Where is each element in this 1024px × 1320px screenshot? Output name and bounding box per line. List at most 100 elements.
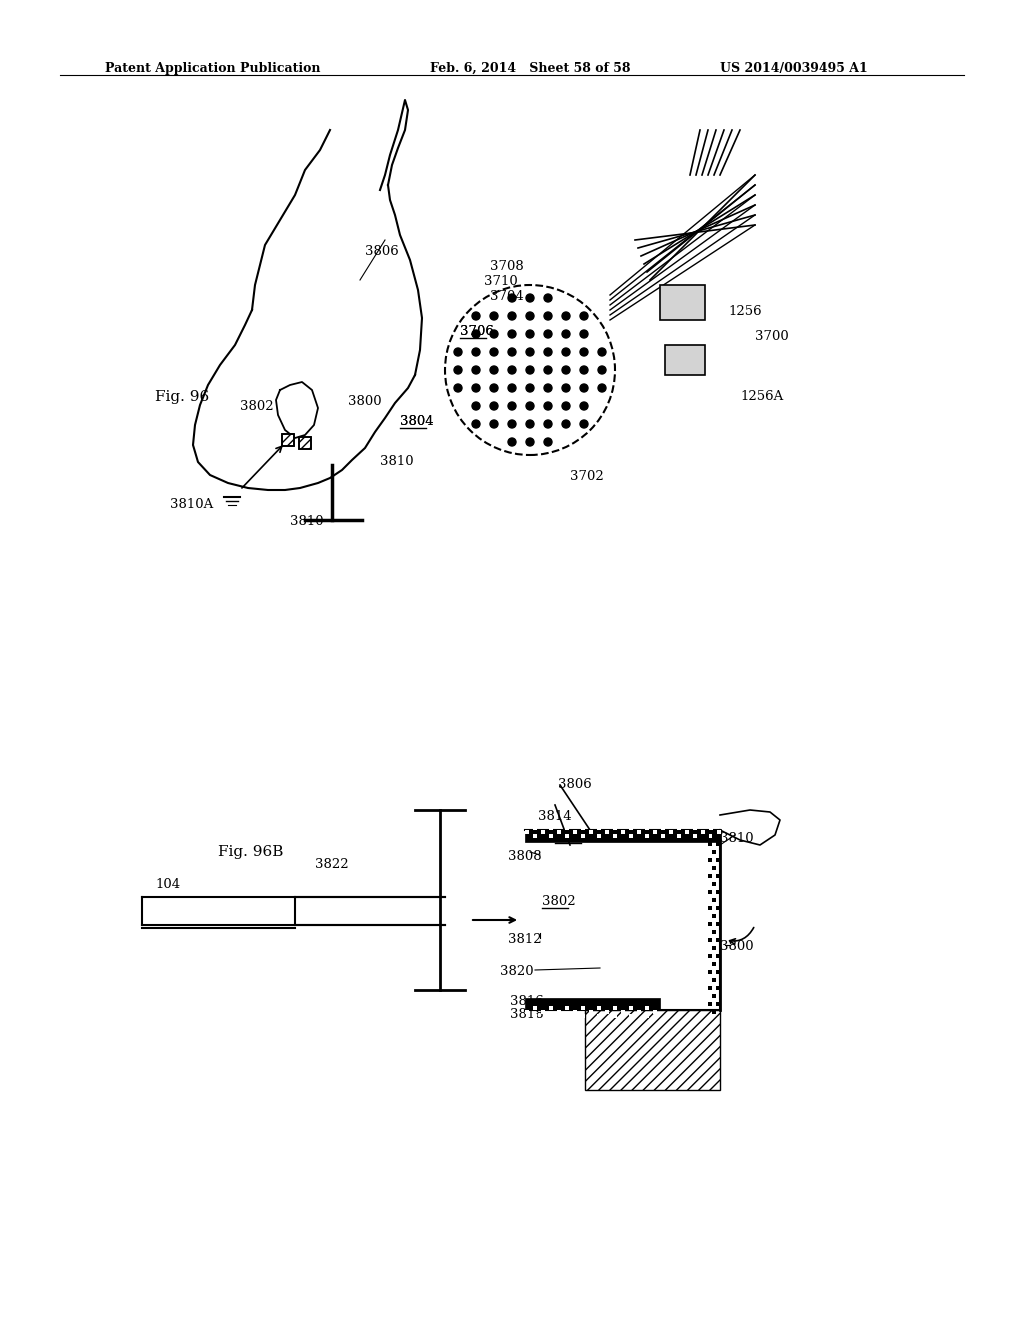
- Circle shape: [454, 366, 462, 374]
- Bar: [708, 842, 712, 846]
- Circle shape: [508, 312, 516, 319]
- Bar: [525, 830, 529, 834]
- Circle shape: [580, 330, 588, 338]
- Circle shape: [580, 403, 588, 411]
- Bar: [716, 1002, 720, 1006]
- Bar: [693, 834, 697, 838]
- Bar: [534, 1006, 537, 1010]
- Bar: [605, 830, 609, 834]
- Circle shape: [580, 384, 588, 392]
- Bar: [708, 874, 712, 878]
- Bar: [549, 834, 553, 838]
- Text: 3706: 3706: [460, 325, 494, 338]
- Circle shape: [472, 312, 480, 319]
- Circle shape: [562, 384, 570, 392]
- Bar: [712, 898, 716, 902]
- Bar: [653, 1010, 657, 1014]
- Bar: [581, 826, 585, 830]
- Text: Fig. 96B: Fig. 96B: [218, 845, 284, 859]
- Bar: [605, 1010, 609, 1014]
- Text: Fig. 96: Fig. 96: [155, 389, 209, 404]
- Bar: [712, 866, 716, 870]
- Bar: [712, 978, 716, 982]
- Bar: [637, 1010, 641, 1014]
- Bar: [534, 1014, 537, 1018]
- Bar: [716, 842, 720, 846]
- Bar: [708, 858, 712, 862]
- Circle shape: [472, 420, 480, 428]
- Circle shape: [472, 384, 480, 392]
- Bar: [712, 913, 716, 917]
- Bar: [708, 986, 712, 990]
- Bar: [717, 830, 721, 834]
- Text: 3806: 3806: [558, 777, 592, 791]
- Bar: [581, 834, 585, 838]
- Bar: [645, 1006, 649, 1010]
- Text: 3810A: 3810A: [170, 498, 213, 511]
- Bar: [597, 826, 601, 830]
- Circle shape: [526, 420, 534, 428]
- Text: 3810: 3810: [290, 515, 324, 528]
- Bar: [565, 1014, 569, 1018]
- Bar: [716, 906, 720, 909]
- Bar: [299, 437, 311, 449]
- Bar: [712, 850, 716, 854]
- Circle shape: [472, 348, 480, 356]
- Bar: [637, 830, 641, 834]
- Bar: [645, 834, 649, 838]
- Bar: [660, 285, 705, 319]
- Bar: [712, 962, 716, 966]
- Bar: [662, 826, 665, 830]
- Circle shape: [472, 366, 480, 374]
- Bar: [716, 970, 720, 974]
- Bar: [708, 970, 712, 974]
- Bar: [581, 1006, 585, 1010]
- Circle shape: [598, 348, 606, 356]
- Bar: [629, 1006, 633, 1010]
- Text: 3708: 3708: [490, 260, 523, 273]
- Bar: [712, 946, 716, 950]
- Text: 3802: 3802: [542, 895, 575, 908]
- Circle shape: [508, 384, 516, 392]
- Bar: [716, 939, 720, 942]
- Bar: [282, 434, 294, 446]
- Circle shape: [562, 348, 570, 356]
- Circle shape: [472, 330, 480, 338]
- Circle shape: [544, 384, 552, 392]
- Circle shape: [598, 366, 606, 374]
- Circle shape: [598, 384, 606, 392]
- Circle shape: [508, 403, 516, 411]
- Text: 3702: 3702: [570, 470, 604, 483]
- Bar: [525, 1010, 529, 1014]
- Bar: [712, 834, 716, 838]
- Bar: [716, 890, 720, 894]
- Circle shape: [508, 438, 516, 446]
- Bar: [573, 1010, 577, 1014]
- Bar: [549, 1006, 553, 1010]
- Bar: [712, 931, 716, 935]
- Circle shape: [526, 312, 534, 319]
- Circle shape: [508, 348, 516, 356]
- Bar: [541, 830, 545, 834]
- Bar: [716, 986, 720, 990]
- Circle shape: [580, 312, 588, 319]
- Bar: [549, 1014, 553, 1018]
- Bar: [708, 921, 712, 927]
- Bar: [677, 834, 681, 838]
- Bar: [549, 826, 553, 830]
- Text: 3704: 3704: [490, 290, 523, 304]
- Bar: [613, 1006, 617, 1010]
- Bar: [613, 826, 617, 830]
- Bar: [613, 1014, 617, 1018]
- Text: 3804: 3804: [400, 414, 433, 428]
- Text: Feb. 6, 2014   Sheet 58 of 58: Feb. 6, 2014 Sheet 58 of 58: [430, 62, 631, 75]
- Circle shape: [544, 438, 552, 446]
- Bar: [613, 834, 617, 838]
- Circle shape: [562, 366, 570, 374]
- Bar: [597, 834, 601, 838]
- Circle shape: [562, 420, 570, 428]
- Circle shape: [526, 366, 534, 374]
- Bar: [708, 906, 712, 909]
- Bar: [708, 939, 712, 942]
- Circle shape: [544, 403, 552, 411]
